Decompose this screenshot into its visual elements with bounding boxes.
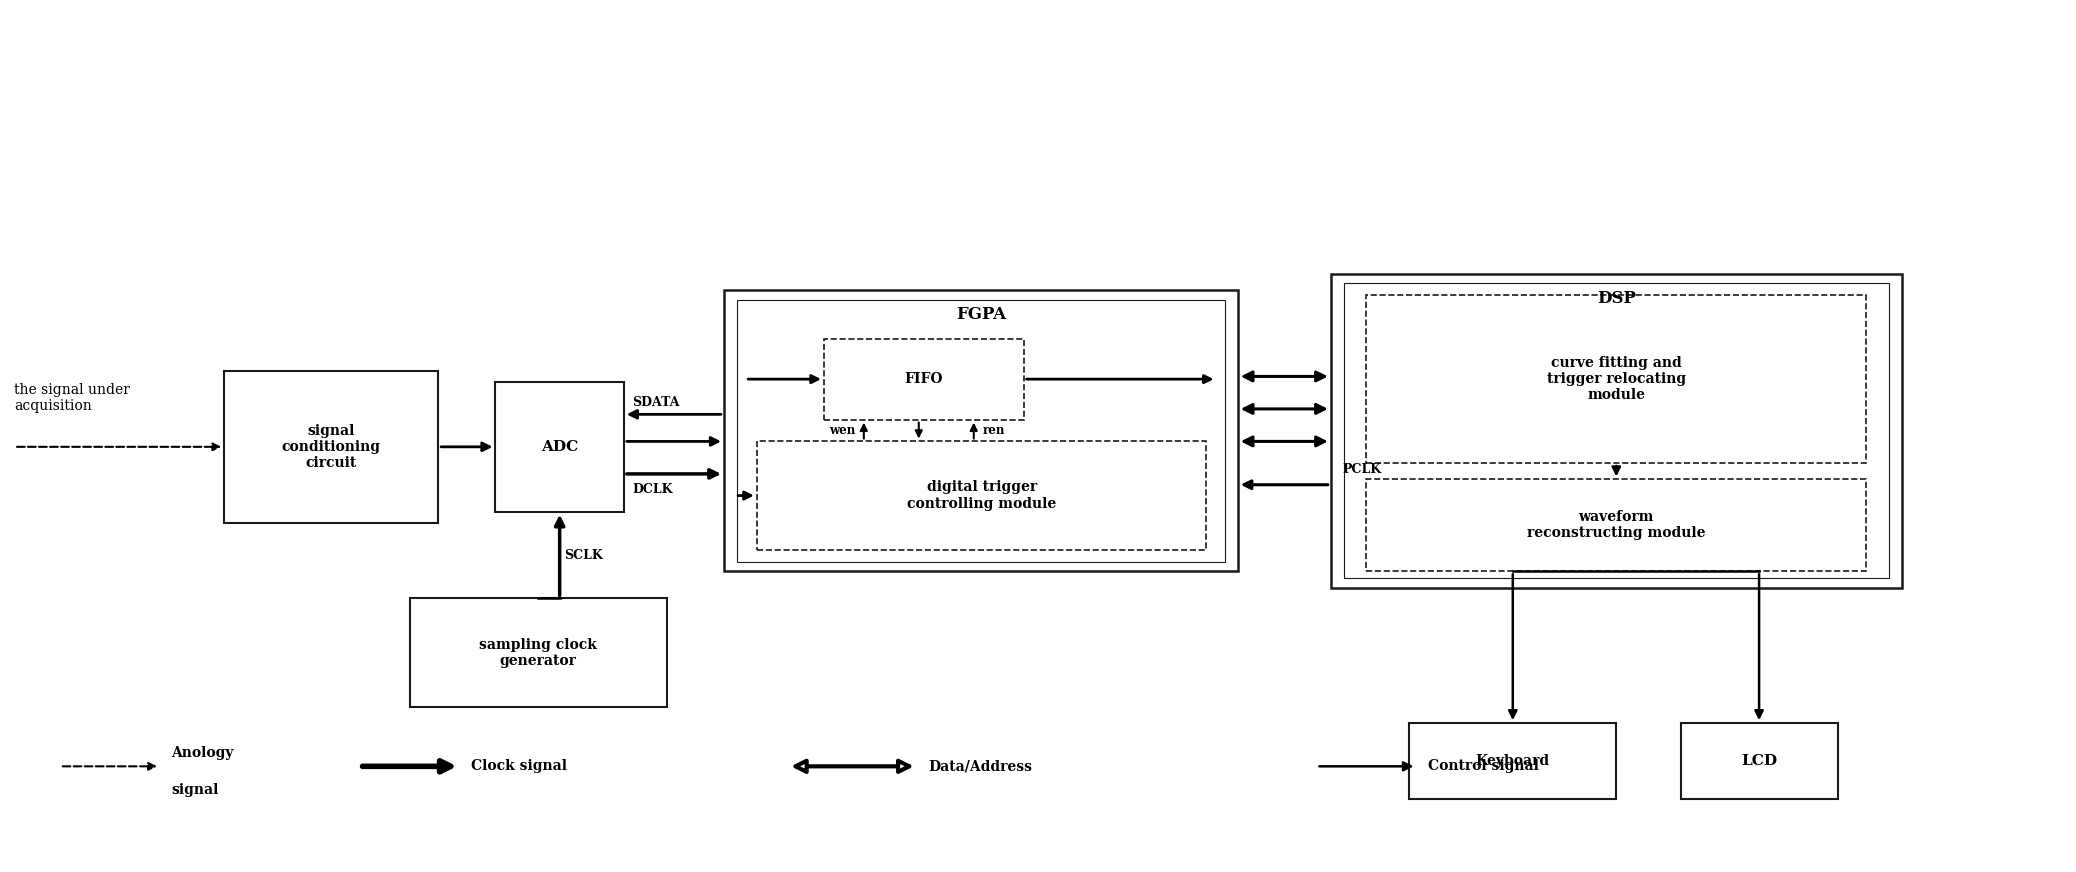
Text: ADC: ADC [542,439,579,453]
Bar [1331,274,1902,588]
Text: Clock signal: Clock signal [471,760,567,773]
Text: SDATA: SDATA [633,396,681,409]
Text: FIFO: FIFO [905,372,943,386]
Text: sampling clock
generator: sampling clock generator [480,637,598,668]
Bar [725,290,1237,571]
Bar [1682,723,1837,799]
Text: signal
conditioning
circuit: signal conditioning circuit [282,424,380,470]
Text: waveform
reconstructing module: waveform reconstructing module [1528,510,1706,541]
Bar [1410,723,1617,799]
Text: digital trigger
controlling module: digital trigger controlling module [907,480,1057,511]
Bar [758,441,1206,549]
Bar [737,300,1225,562]
Text: the signal under
acquisition: the signal under acquisition [15,383,131,413]
Text: PCLK: PCLK [1343,463,1381,476]
Bar [1343,283,1889,578]
Text: DCLK: DCLK [633,482,673,495]
Bar [1366,480,1866,571]
Text: Control signal: Control signal [1428,760,1538,773]
Text: Data/Address: Data/Address [928,760,1032,773]
Bar [496,382,625,512]
Text: Anology: Anology [170,746,235,760]
Bar [409,598,666,707]
Text: curve fitting and
trigger relocating
module: curve fitting and trigger relocating mod… [1547,356,1686,402]
Text: ren: ren [982,424,1005,437]
Text: FGPA: FGPA [955,306,1007,323]
Text: wen: wen [828,424,855,437]
Text: signal: signal [170,783,218,797]
Text: Keyboard: Keyboard [1476,754,1551,768]
Text: LCD: LCD [1742,754,1777,768]
Text: SCLK: SCLK [565,548,602,562]
Text: DSP: DSP [1596,290,1636,307]
Bar [1366,296,1866,463]
Bar [824,338,1023,419]
Bar [224,371,438,522]
